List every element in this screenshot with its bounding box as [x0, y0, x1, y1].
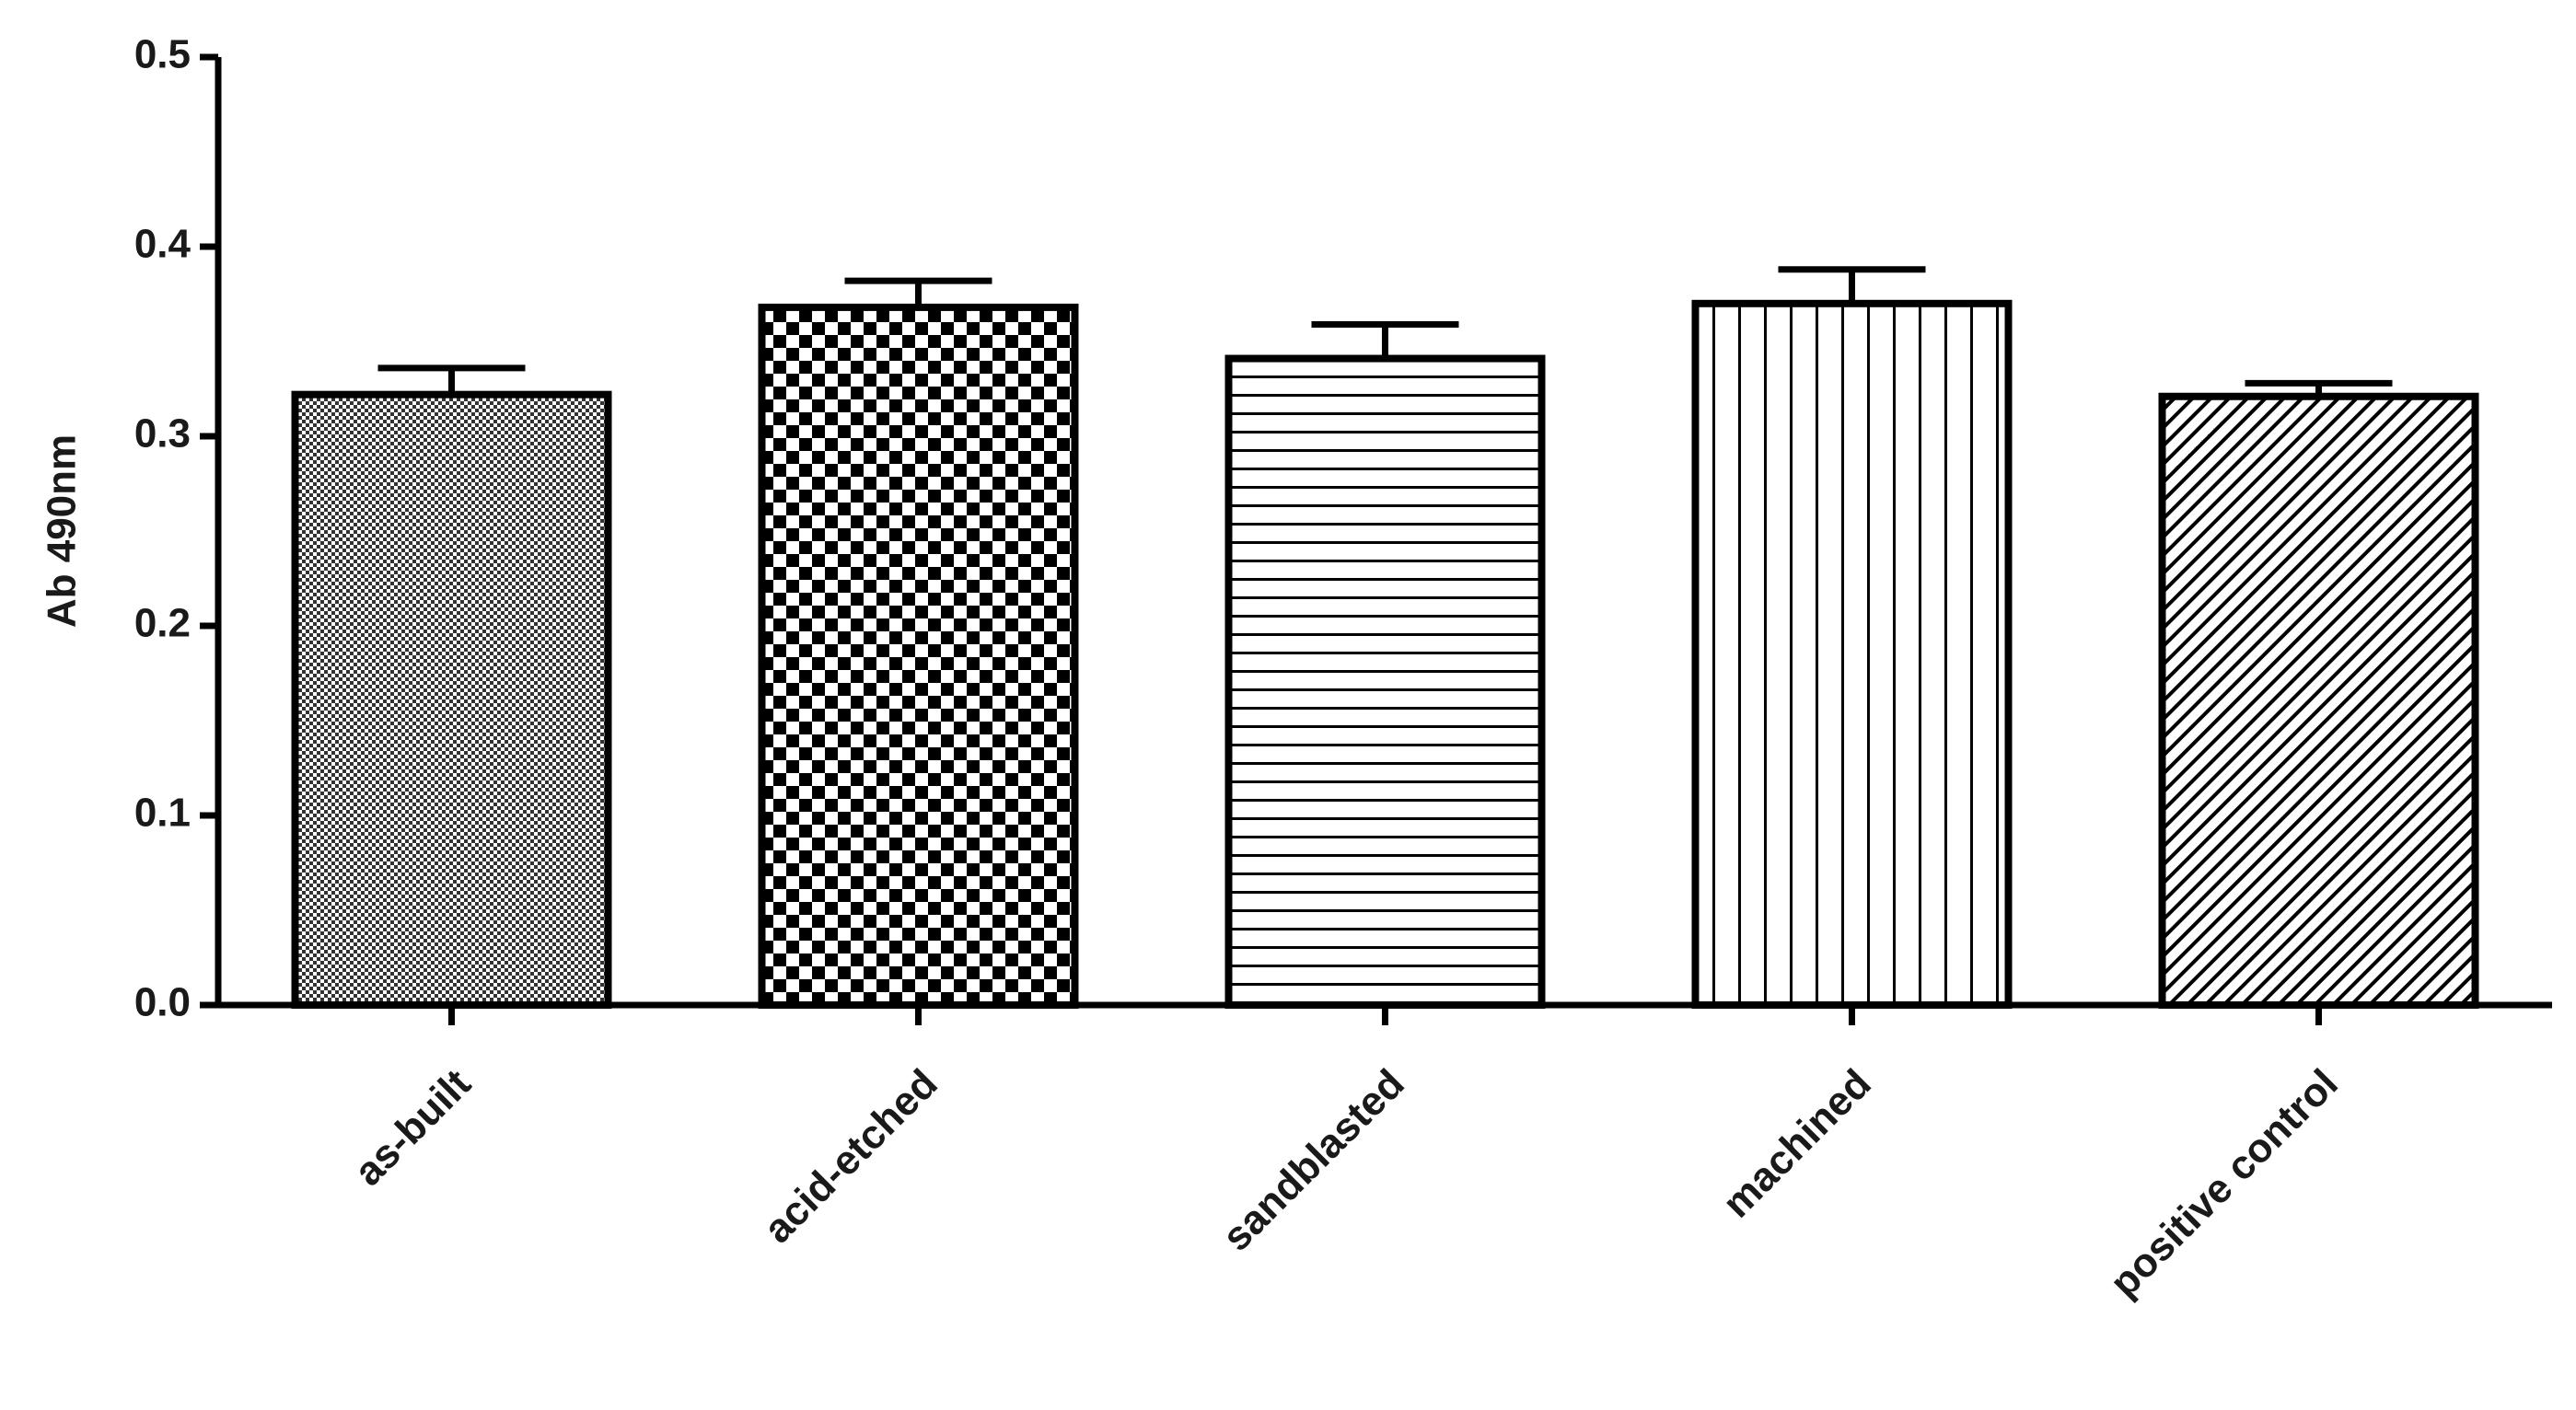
error-bar: [844, 277, 992, 307]
y-axis-label: Ab 490nm: [40, 434, 85, 628]
y-tick-label: 0.3: [134, 411, 191, 457]
bar: [2158, 392, 2479, 1009]
y-tick-label: 0.2: [134, 601, 191, 646]
bar: [291, 390, 612, 1009]
y-tick-label: 0.1: [134, 791, 191, 836]
bar: [1691, 299, 2013, 1009]
x-tick-label: as-built: [346, 1060, 481, 1195]
x-tick-label: positive control: [2101, 1061, 2346, 1306]
x-tick-label: sandblasted: [1214, 1061, 1413, 1260]
x-tick-label: machined: [1714, 1061, 1880, 1227]
error-bar: [1778, 266, 1926, 304]
y-tick-label: 0.0: [134, 980, 191, 1025]
x-tick-label: acid-etched: [755, 1061, 946, 1253]
error-bar: [1311, 320, 1459, 359]
y-tick-label: 0.5: [134, 32, 191, 77]
error-bar: [2245, 379, 2393, 397]
error-bar: [377, 364, 526, 395]
y-tick-label: 0.4: [134, 222, 191, 267]
bar: [758, 303, 1079, 1010]
bar: [1224, 354, 1546, 1010]
